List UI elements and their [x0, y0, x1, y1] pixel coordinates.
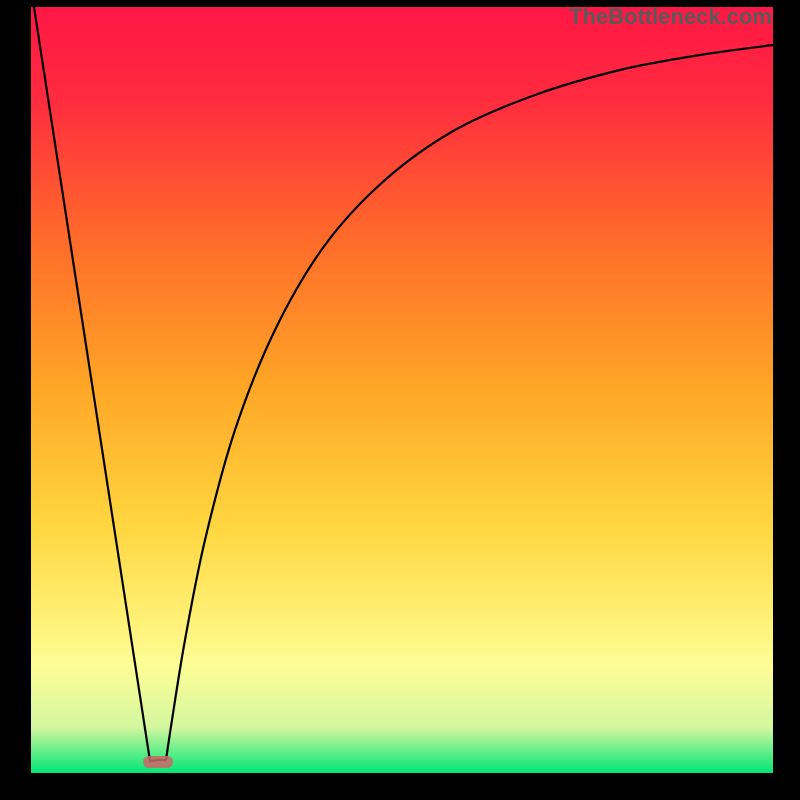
- plot-area: [31, 7, 773, 773]
- minimum-marker: [143, 756, 173, 768]
- chart-svg: [31, 7, 773, 773]
- chart-container: TheBottleneck.com: [0, 0, 800, 800]
- watermark-text: TheBottleneck.com: [569, 4, 772, 30]
